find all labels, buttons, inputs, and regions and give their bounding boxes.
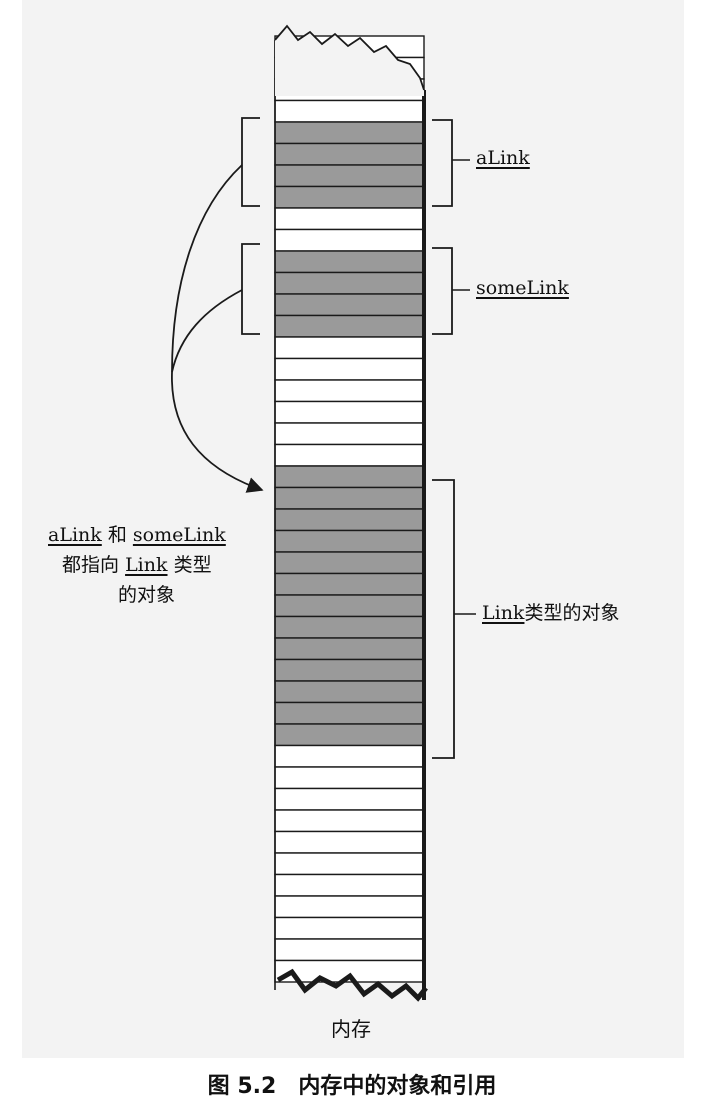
memory-cell — [274, 357, 425, 381]
pointer-note-line3: 的对象 — [118, 584, 176, 606]
memory-cell — [274, 873, 425, 897]
alink-right-bracket — [432, 119, 453, 207]
alink-left-bracket — [241, 117, 260, 207]
memory-cell-highlighted — [274, 465, 425, 489]
memory-cell-highlighted — [274, 314, 425, 338]
memory-cell-highlighted — [274, 723, 425, 747]
torn-bottom-edge — [276, 968, 428, 1002]
somelink-left-bracket — [241, 243, 260, 335]
memory-cell-highlighted — [274, 508, 425, 532]
memory-cell-highlighted — [274, 271, 425, 295]
pointer-note-link: Link — [125, 554, 168, 576]
somelink-reference-curve — [171, 289, 243, 373]
figure-number: 图 5.2 — [207, 1074, 277, 1099]
memory-cell-highlighted — [274, 185, 425, 209]
memory-cell-highlighted — [274, 637, 425, 661]
memory-cell — [274, 228, 425, 252]
memory-cell — [274, 830, 425, 854]
memory-cell-highlighted — [274, 293, 425, 317]
memory-cell-highlighted — [274, 658, 425, 682]
link-object-label: Link类型的对象 — [482, 602, 619, 624]
alink-reference-curve — [171, 164, 243, 373]
memory-cell-highlighted — [274, 142, 425, 166]
alink-label: aLink — [476, 147, 530, 169]
memory-label: 内存 — [331, 1017, 371, 1041]
memory-cell — [274, 938, 425, 962]
memory-cell-highlighted — [274, 551, 425, 575]
memory-cell — [274, 895, 425, 919]
memory-cell — [274, 379, 425, 403]
memory-cell — [274, 336, 425, 360]
memory-cell-highlighted — [274, 121, 425, 145]
memory-cell-highlighted — [274, 164, 425, 188]
memory-cell-highlighted — [274, 594, 425, 618]
memory-cell — [274, 916, 425, 940]
figure-title: 内存中的对象和引用 — [298, 1074, 497, 1099]
pointer-note-line1: aLink 和 someLink — [48, 524, 226, 546]
memory-column — [274, 24, 428, 1002]
memory-cell — [274, 852, 425, 876]
pointer-note-type: 类型 — [173, 554, 212, 576]
memory-cell-highlighted — [274, 529, 425, 553]
memory-cell — [274, 99, 425, 123]
somelink-label: someLink — [476, 277, 569, 299]
memory-cell — [274, 422, 425, 446]
pointer-note-and: 和 — [107, 524, 127, 546]
memory-cell-highlighted — [274, 701, 425, 725]
memory-cell — [274, 207, 425, 231]
memory-cell — [274, 787, 425, 811]
memory-cell-highlighted — [274, 615, 425, 639]
memory-cell — [274, 809, 425, 833]
link-type-name: Link — [482, 602, 525, 624]
reference-arrow — [171, 371, 264, 493]
memory-cell-highlighted — [274, 250, 425, 274]
pointer-note-line2: 都指向 Link 类型 — [62, 554, 212, 576]
torn-top-mask — [275, 26, 424, 96]
memory-cell — [274, 400, 425, 424]
pointer-note-alink: aLink — [48, 524, 102, 546]
somelink-right-bracket — [432, 247, 453, 335]
pointer-note-somelink: someLink — [132, 524, 226, 546]
link-object-text: 类型的对象 — [524, 602, 620, 624]
memory-cell-highlighted — [274, 486, 425, 510]
pointer-note-points-to: 都指向 — [62, 554, 120, 576]
memory-cell — [274, 744, 425, 768]
memory-cell — [274, 443, 425, 467]
memory-cell-highlighted — [274, 680, 425, 704]
memory-diagram — [171, 24, 476, 1002]
figure-caption: 图 5.2 内存中的对象和引用 — [0, 1068, 704, 1100]
torn-top-edge — [274, 24, 425, 91]
memory-cell — [274, 766, 425, 790]
link-object-right-bracket — [432, 479, 455, 759]
memory-cell-highlighted — [274, 572, 425, 596]
